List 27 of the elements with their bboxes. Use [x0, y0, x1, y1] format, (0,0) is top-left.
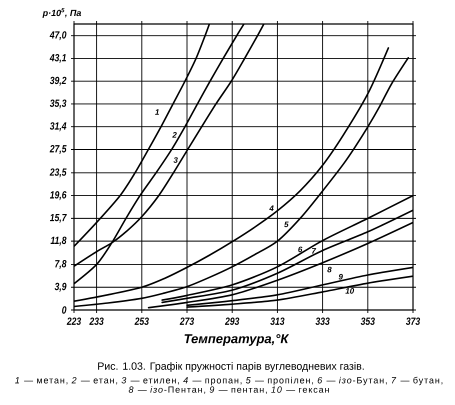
y-tick-label: 47,0 [50, 31, 66, 40]
x-tick-label: 253 [134, 318, 149, 325]
text: 8 — ізо-Пентан, 9 — пентан, 10 — гексан [128, 386, 329, 394]
y-tick-label: 11,8 [50, 236, 66, 246]
x-tick-label: 313 [270, 318, 284, 325]
x-tick-label: 223 [66, 318, 82, 325]
y-tick-label: 27,5 [50, 145, 67, 154]
y-tick-label: 19,6 [50, 191, 67, 200]
y-axis-title: p·10$^{5}$, Па [42, 8, 82, 18]
y-tick-label: 0 [62, 306, 66, 314]
y-tick-label: 31,4 [50, 122, 66, 132]
y-tick-label: 15,7 [50, 214, 67, 223]
y-tick-label: 35,3 [50, 100, 66, 108]
x-axis-title: Температура,°К [184, 334, 290, 346]
y-tick-label: 39,2 [50, 76, 66, 86]
x-tick-label: 233 [89, 318, 104, 325]
text: Рис. 1.03. Графік пружності парів вуглеводневих газів. [98, 362, 364, 372]
y-tick-label: 23,5 [50, 168, 67, 178]
text: 1 — метан, 2 — етан, 3 — етилен, 4 — пропан, 5 — пропілен, 6 — ізо-Бутан, 7 — бутан, [15, 376, 442, 386]
x-tick-label: 373 [406, 318, 420, 325]
x-tick-label: 333 [316, 318, 330, 325]
x-tick-label: 353 [360, 318, 375, 325]
x-tick-label: 293 [224, 318, 240, 325]
y-tick-label: 43,1 [50, 54, 66, 63]
y-tick-label: 7,8 [55, 260, 66, 269]
y-tick-label: 3,9 [54, 282, 66, 292]
x-tick-label: 273 [180, 318, 194, 325]
